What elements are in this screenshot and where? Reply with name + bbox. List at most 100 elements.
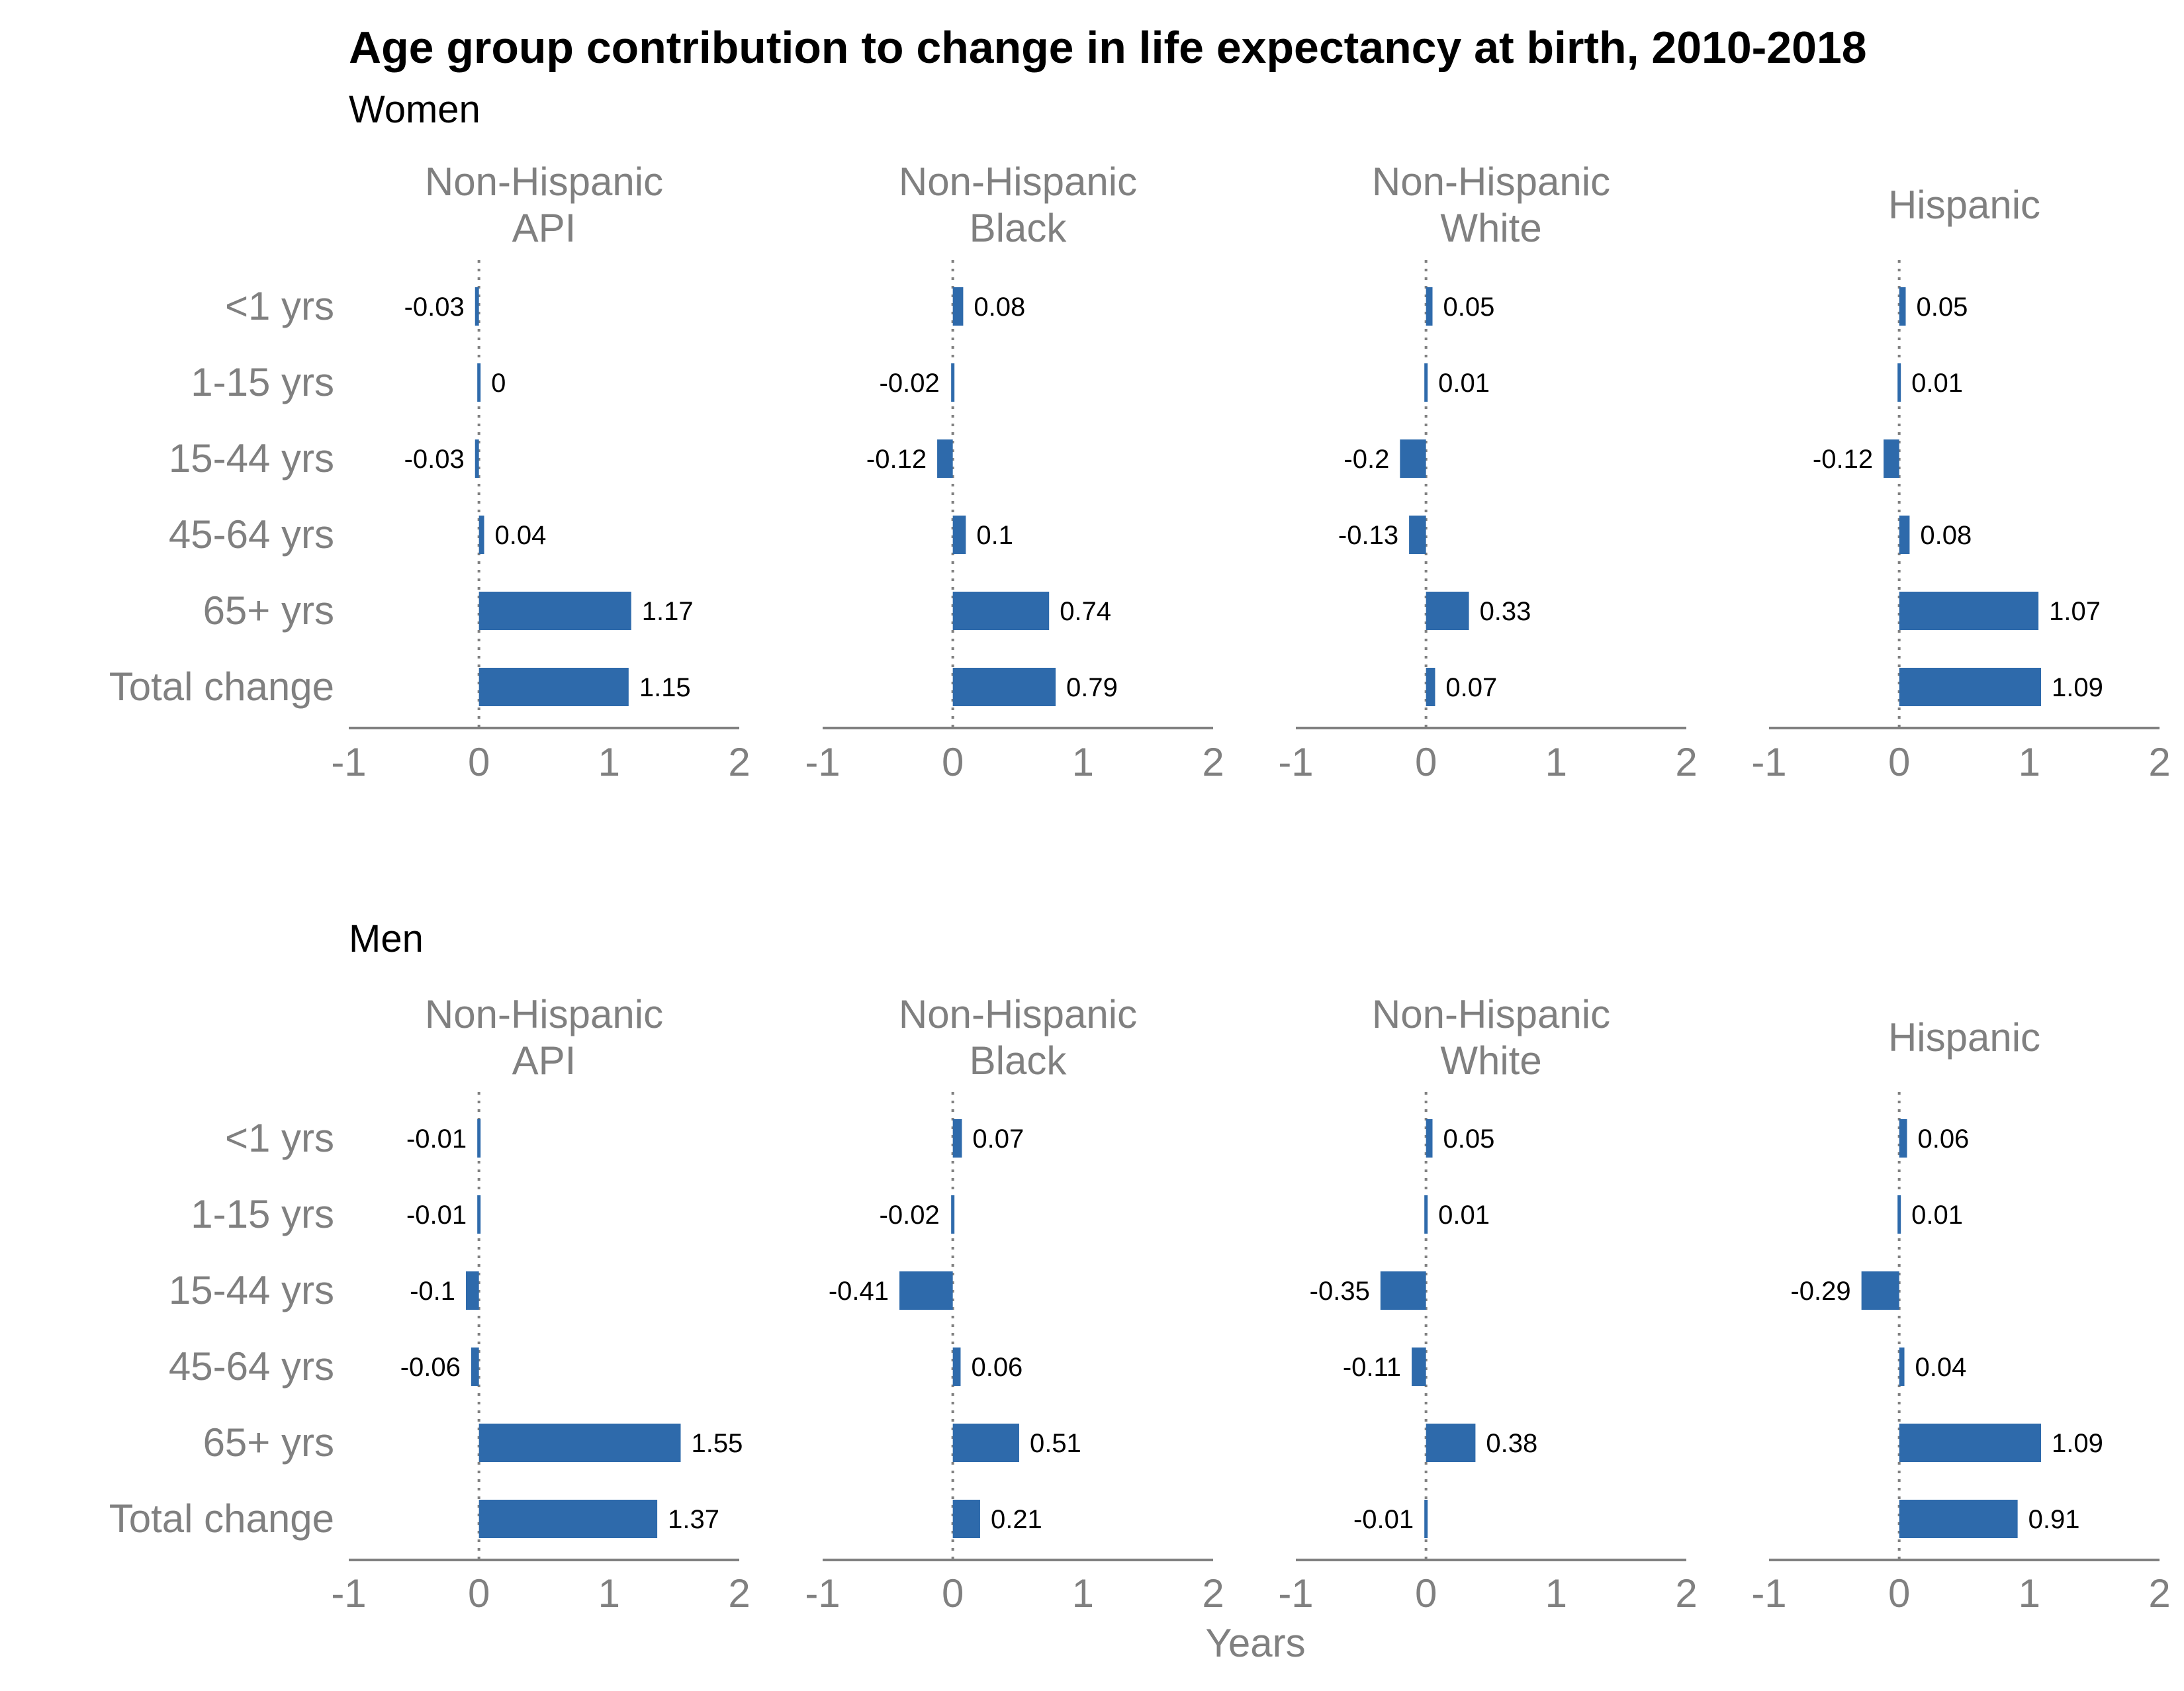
category-label: Total change — [109, 664, 334, 709]
x-tick-label: -1 — [805, 740, 840, 784]
data-label: 0.08 — [974, 293, 1025, 322]
data-label: 0.51 — [1030, 1429, 1081, 1458]
bar — [952, 1348, 961, 1386]
facet-title-line-1: Non-Hispanic — [425, 160, 663, 204]
x-tick-label: -1 — [1751, 740, 1786, 784]
category-label: 1-15 yrs — [191, 360, 334, 404]
bar — [1899, 287, 1906, 326]
data-label: -0.12 — [866, 445, 927, 474]
x-tick-label: 0 — [942, 740, 964, 784]
data-label: 0.05 — [1917, 293, 1968, 322]
data-label: 0.21 — [991, 1505, 1042, 1534]
bar — [471, 1348, 479, 1386]
category-label: 15-44 yrs — [169, 1268, 334, 1312]
data-label: 0 — [491, 369, 506, 398]
category-label: 65+ yrs — [203, 588, 334, 633]
bar — [478, 1500, 658, 1538]
data-label: -0.12 — [1813, 445, 1873, 474]
bar — [1424, 1195, 1428, 1234]
x-tick-label: -1 — [1751, 1571, 1786, 1616]
data-label: 0.05 — [1443, 1124, 1495, 1154]
data-label: 1.55 — [692, 1429, 743, 1458]
bar — [475, 287, 479, 326]
data-label: 0.08 — [1920, 521, 1972, 550]
x-tick-label: 2 — [728, 740, 750, 784]
bar — [475, 439, 479, 478]
bar — [952, 516, 966, 554]
data-label: -0.2 — [1343, 445, 1389, 474]
x-tick-label: -1 — [805, 1571, 840, 1616]
data-label: 0.1 — [976, 521, 1013, 550]
data-label: 0.38 — [1486, 1429, 1537, 1458]
x-tick-label: -1 — [331, 740, 366, 784]
data-label: 0.05 — [1443, 293, 1495, 322]
facet-title-line-1: Non-Hispanic — [899, 160, 1137, 204]
x-tick-label: -1 — [331, 1571, 366, 1616]
data-label: 1.09 — [2052, 1429, 2103, 1458]
facet-title-line-2: Black — [970, 206, 1068, 250]
bar — [937, 439, 953, 478]
data-label: 0.06 — [1917, 1124, 1969, 1154]
facet-title-line-2: White — [1440, 1038, 1541, 1083]
data-label: 0.01 — [1438, 369, 1490, 398]
facet-title-line-2: Black — [970, 1038, 1068, 1083]
group-title-women: Women — [349, 88, 480, 131]
x-tick-label: 1 — [598, 740, 620, 784]
data-label: 0.33 — [1480, 597, 1531, 626]
chart-title: Age group contribution to change in life… — [349, 23, 1867, 73]
facet-title-line-2: API — [512, 206, 576, 250]
bar — [466, 1271, 479, 1310]
x-tick-label: -1 — [1278, 1571, 1313, 1616]
facet-title-line-2: White — [1440, 206, 1541, 250]
data-label: -0.06 — [400, 1353, 461, 1382]
x-tick-label: -1 — [1278, 740, 1313, 784]
x-tick-label: 2 — [1202, 740, 1224, 784]
facet-title-line-1: Non-Hispanic — [425, 992, 663, 1036]
data-label: 0.01 — [1911, 1201, 1963, 1230]
bar — [1426, 1424, 1476, 1462]
x-tick-label: 0 — [468, 740, 490, 784]
data-label: -0.01 — [1353, 1505, 1414, 1534]
facet-title: Hispanic — [1888, 183, 2040, 227]
x-tick-label: 1 — [2019, 1571, 2040, 1616]
bar — [951, 363, 955, 402]
bar — [477, 363, 481, 402]
category-label: 45-64 yrs — [169, 1344, 334, 1389]
x-tick-label: 1 — [1545, 740, 1567, 784]
category-label: 15-44 yrs — [169, 436, 334, 480]
bar — [1897, 363, 1901, 402]
bar — [1426, 668, 1435, 706]
data-label: 0.79 — [1066, 673, 1118, 702]
x-tick-label: 2 — [1675, 740, 1697, 784]
bar — [478, 1424, 681, 1462]
bar — [952, 1500, 980, 1538]
data-label: -0.01 — [406, 1201, 467, 1230]
bar — [899, 1271, 953, 1310]
x-tick-label: 0 — [1415, 1571, 1437, 1616]
category-label: 1-15 yrs — [191, 1192, 334, 1236]
bar — [1426, 592, 1469, 630]
data-label: 0.01 — [1438, 1201, 1490, 1230]
x-tick-label: 2 — [2148, 1571, 2170, 1616]
data-label: 0.04 — [1915, 1353, 1967, 1382]
bar — [952, 592, 1050, 630]
bar — [477, 1195, 481, 1234]
facet-title: Hispanic — [1888, 1015, 2040, 1060]
x-tick-label: 2 — [1202, 1571, 1224, 1616]
data-label: -0.02 — [880, 369, 940, 398]
bar — [1884, 439, 1899, 478]
x-axis-title: Years — [1205, 1621, 1305, 1665]
data-label: 1.17 — [642, 597, 694, 626]
data-label: -0.29 — [1790, 1277, 1850, 1306]
x-tick-label: 0 — [1415, 740, 1437, 784]
data-label: 0.07 — [972, 1124, 1024, 1154]
data-label: 0.01 — [1911, 369, 1963, 398]
bar — [1861, 1271, 1899, 1310]
x-tick-label: 2 — [2148, 740, 2170, 784]
x-tick-label: 1 — [2019, 740, 2040, 784]
x-tick-label: 1 — [1072, 1571, 1094, 1616]
data-label: 0.06 — [971, 1353, 1023, 1382]
data-label: 1.07 — [2049, 597, 2101, 626]
